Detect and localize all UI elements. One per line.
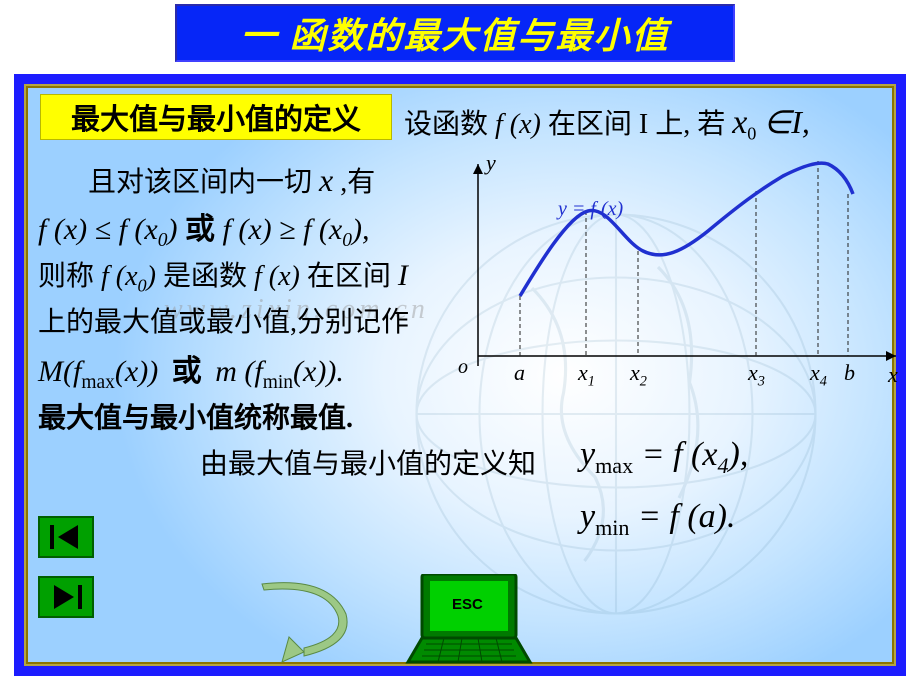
xtick-a: a	[514, 360, 525, 386]
text-line3: f (x) ≤ f (x0) 或 f (x) ≥ f (x0),	[38, 204, 370, 252]
nav-prev-button[interactable]	[38, 516, 94, 558]
x-axis-label: x	[888, 362, 898, 388]
text-line8: 由最大值与最小值的定义知	[200, 442, 536, 482]
text-line4: 则称 f (x0) 是函数 f (x) 在区间 I	[38, 254, 408, 297]
xtick-x1: x1	[578, 360, 595, 390]
text-line2: 且对该区间内一切 x ,有	[88, 160, 375, 200]
text-line1: 设函数 f (x) 在区间 I 上, 若 x0 ∈I,	[404, 102, 810, 145]
xtick-b: b	[844, 360, 855, 386]
xtick-x4: x4	[810, 360, 827, 390]
text-line6: M(fmax(x)) 或 m (fmin(x)).	[38, 346, 344, 394]
next-icon	[48, 583, 84, 611]
equation-ymax: ymax = f (x4),	[580, 436, 748, 479]
text-line5: 上的最大值或最小值,分别记作	[38, 300, 409, 340]
origin-label: o	[458, 356, 468, 379]
prev-icon	[48, 523, 84, 551]
equation-ymin: ymin = f (a).	[580, 498, 736, 541]
curve-label: y = f (x)	[558, 198, 623, 221]
redo-arrow-icon[interactable]	[234, 574, 364, 664]
text-line7: 最大值与最小值统称最值.	[38, 396, 353, 436]
nav-next-button[interactable]	[38, 576, 94, 618]
definition-label: 最大值与最小值的定义	[40, 94, 392, 140]
function-chart: y x o y = f (x) a x1 x2 x3 x4 b	[448, 156, 908, 406]
laptop-button[interactable]: ESC	[404, 574, 534, 666]
xtick-x2: x2	[630, 360, 647, 390]
y-axis-label: y	[486, 150, 496, 176]
laptop-label: ESC	[452, 596, 483, 613]
page-title: 一 函数的最大值与最小值	[175, 4, 735, 62]
content-frame: www.zixin.com.cn 最大值与最小值的定义 设函数 f (x) 在区…	[14, 74, 906, 676]
xtick-x3: x3	[748, 360, 765, 390]
